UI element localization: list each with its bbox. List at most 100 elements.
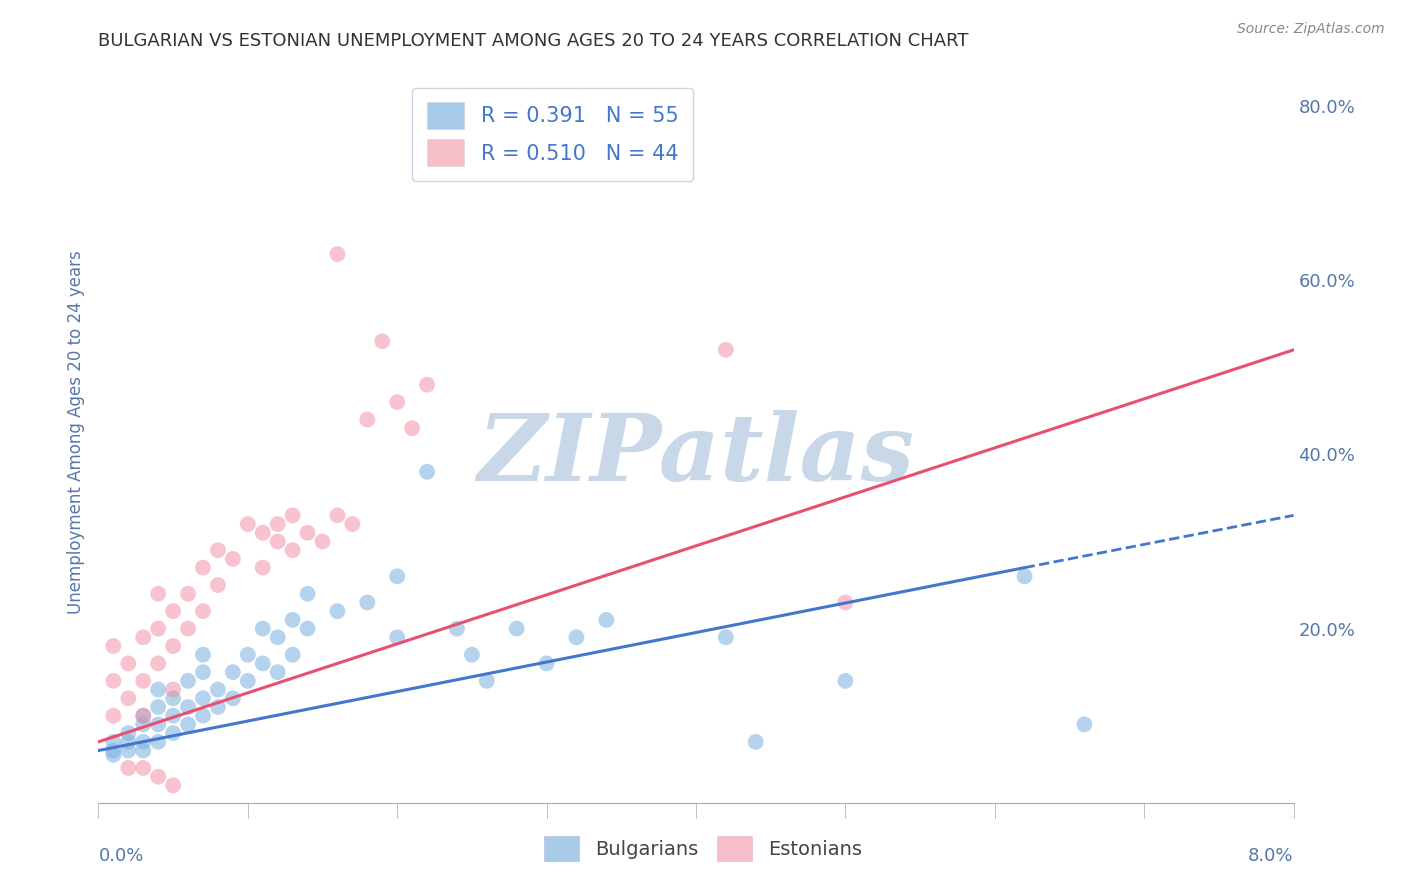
Point — [267, 534, 290, 549]
Point — [281, 508, 304, 523]
Point — [834, 595, 856, 609]
Point — [191, 691, 214, 706]
Point — [416, 465, 439, 479]
Point — [222, 552, 245, 566]
Point — [714, 343, 737, 357]
Point — [834, 673, 856, 688]
Point — [222, 665, 245, 680]
Point — [132, 761, 155, 775]
Point — [297, 587, 319, 601]
Text: ZIPatlas: ZIPatlas — [478, 409, 914, 500]
Point — [401, 421, 423, 435]
Point — [385, 395, 409, 409]
Point — [236, 673, 259, 688]
Text: 8.0%: 8.0% — [1249, 847, 1294, 865]
Point — [148, 700, 170, 714]
Point — [236, 517, 259, 532]
Point — [714, 630, 737, 644]
Point — [1073, 717, 1095, 731]
Point — [297, 622, 319, 636]
Point — [385, 569, 409, 583]
Point — [385, 630, 409, 644]
Point — [148, 587, 170, 601]
Text: 0.0%: 0.0% — [98, 847, 143, 865]
Point — [252, 560, 274, 574]
Point — [103, 735, 125, 749]
Point — [148, 770, 170, 784]
Text: BULGARIAN VS ESTONIAN UNEMPLOYMENT AMONG AGES 20 TO 24 YEARS CORRELATION CHART: BULGARIAN VS ESTONIAN UNEMPLOYMENT AMONG… — [98, 32, 969, 50]
Point — [461, 648, 484, 662]
Point — [281, 543, 304, 558]
Point — [162, 639, 184, 653]
Point — [132, 630, 155, 644]
Point — [191, 604, 214, 618]
Point — [207, 543, 229, 558]
Point — [177, 622, 200, 636]
Point — [103, 747, 125, 762]
Point — [191, 560, 214, 574]
Point — [267, 630, 290, 644]
Point — [162, 604, 184, 618]
Point — [565, 630, 588, 644]
Point — [103, 743, 125, 757]
Point — [281, 648, 304, 662]
Point — [191, 665, 214, 680]
Point — [103, 639, 125, 653]
Point — [132, 673, 155, 688]
Point — [356, 595, 378, 609]
Point — [103, 673, 125, 688]
Text: Source: ZipAtlas.com: Source: ZipAtlas.com — [1237, 22, 1385, 37]
Point — [506, 622, 529, 636]
Point — [745, 735, 768, 749]
Legend: Bulgarians, Estonians: Bulgarians, Estonians — [536, 829, 870, 869]
Point — [326, 604, 349, 618]
Point — [148, 717, 170, 731]
Point — [207, 682, 229, 697]
Point — [148, 735, 170, 749]
Point — [222, 691, 245, 706]
Point — [536, 657, 558, 671]
Point — [132, 743, 155, 757]
Point — [103, 708, 125, 723]
Point — [148, 682, 170, 697]
Point — [297, 525, 319, 540]
Point — [371, 334, 394, 348]
Point — [326, 247, 349, 261]
Point — [117, 761, 139, 775]
Point — [446, 622, 468, 636]
Point — [311, 534, 333, 549]
Point — [1014, 569, 1036, 583]
Point — [148, 622, 170, 636]
Point — [207, 700, 229, 714]
Point — [191, 708, 214, 723]
Point — [148, 657, 170, 671]
Point — [416, 377, 439, 392]
Point — [267, 517, 290, 532]
Point — [267, 665, 290, 680]
Point — [117, 743, 139, 757]
Point — [252, 525, 274, 540]
Point — [132, 708, 155, 723]
Point — [252, 657, 274, 671]
Y-axis label: Unemployment Among Ages 20 to 24 years: Unemployment Among Ages 20 to 24 years — [66, 251, 84, 615]
Point — [475, 673, 498, 688]
Point — [117, 691, 139, 706]
Point — [177, 700, 200, 714]
Point — [177, 673, 200, 688]
Point — [177, 717, 200, 731]
Point — [132, 735, 155, 749]
Point — [117, 657, 139, 671]
Point — [207, 578, 229, 592]
Point — [162, 708, 184, 723]
Point — [191, 648, 214, 662]
Point — [281, 613, 304, 627]
Point — [356, 412, 378, 426]
Point — [326, 508, 349, 523]
Point — [117, 726, 139, 740]
Point — [252, 622, 274, 636]
Legend: R = 0.391   N = 55, R = 0.510   N = 44: R = 0.391 N = 55, R = 0.510 N = 44 — [412, 87, 693, 181]
Point — [117, 735, 139, 749]
Point — [162, 691, 184, 706]
Point — [342, 517, 364, 532]
Point — [236, 648, 259, 662]
